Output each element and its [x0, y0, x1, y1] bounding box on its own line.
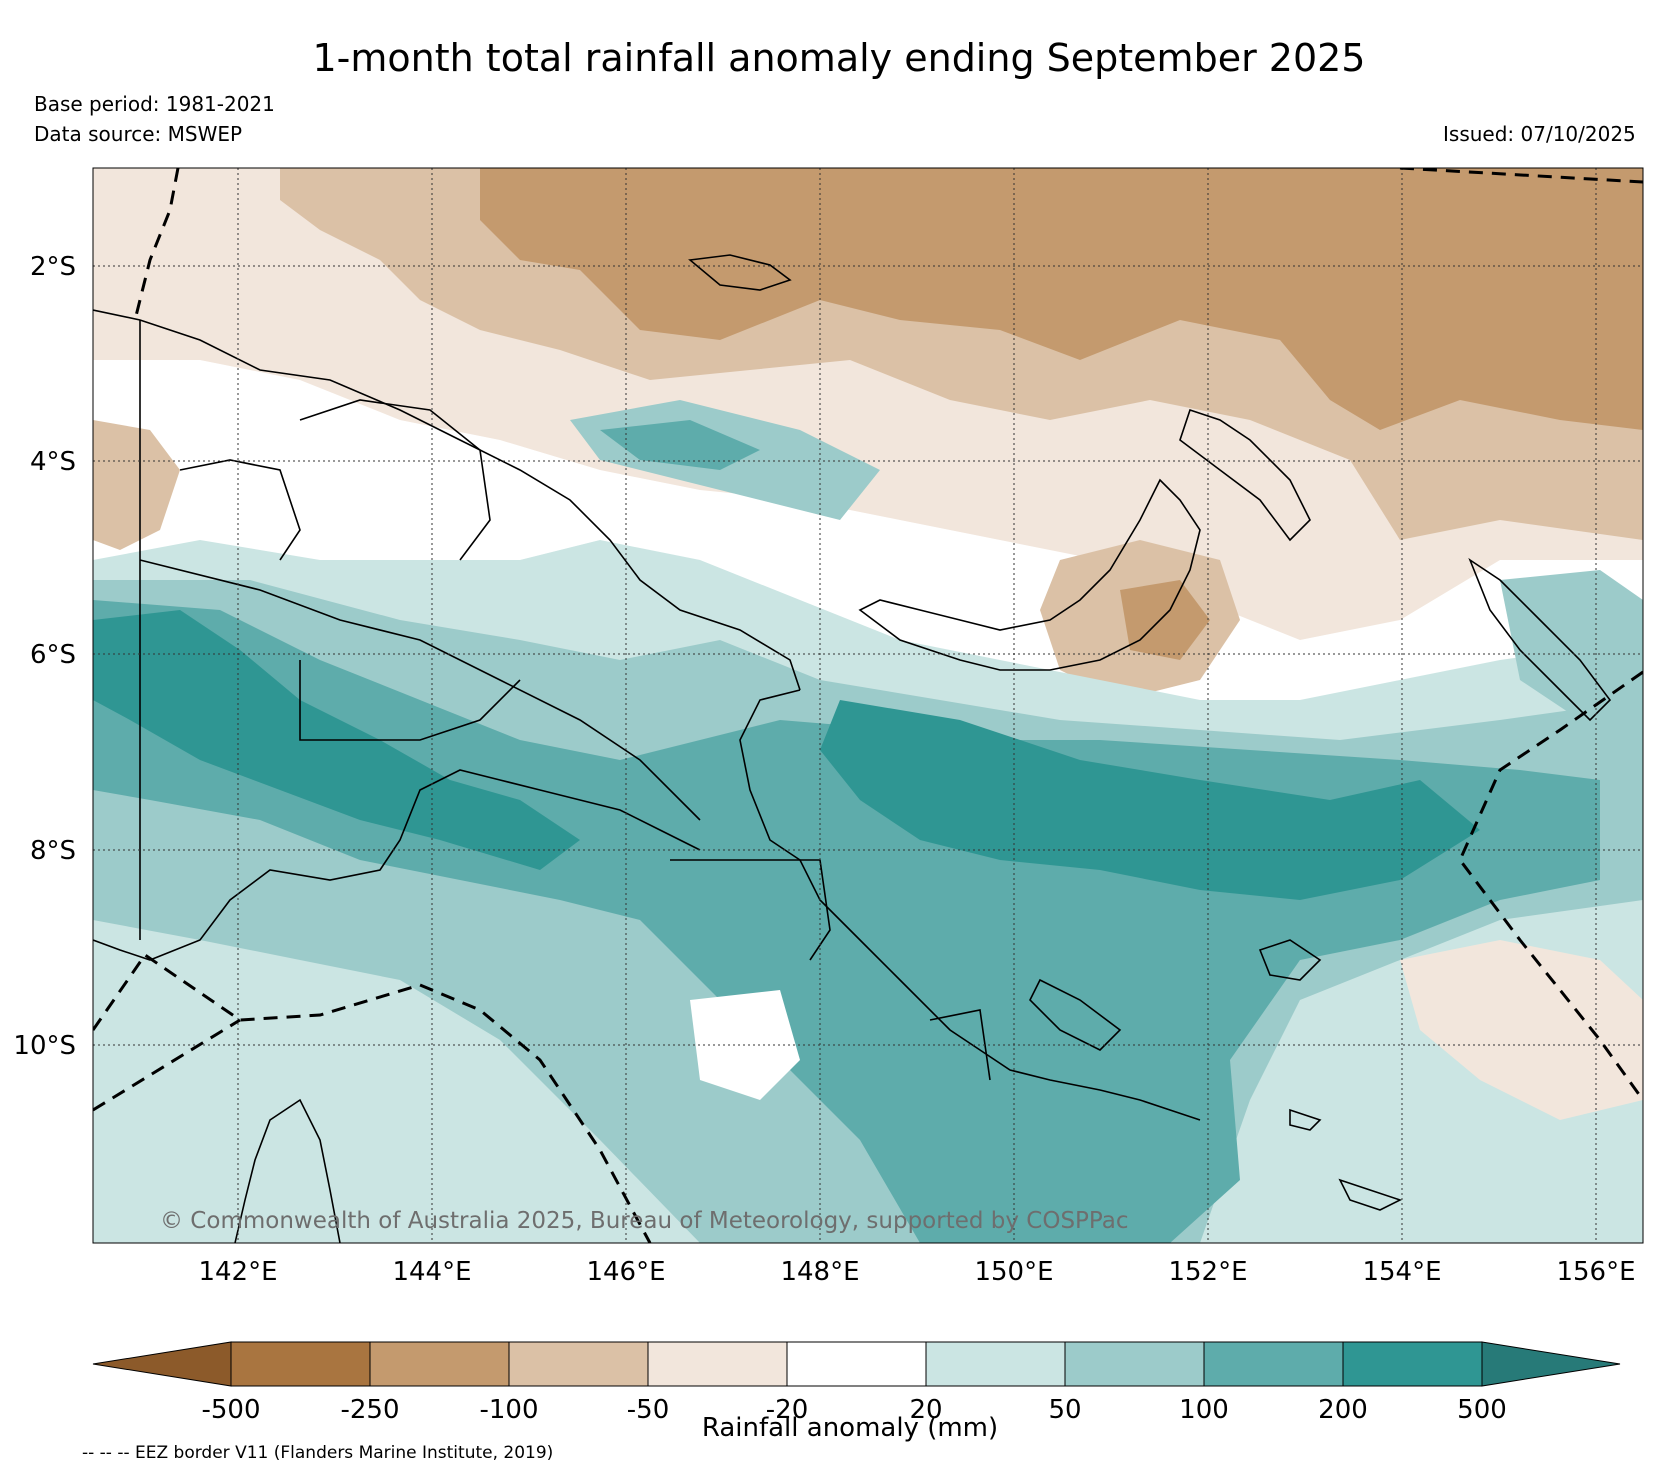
- colorbar-title: Rainfall anomaly (mm): [702, 1413, 998, 1443]
- colorbar-extend-high: [1482, 1342, 1620, 1386]
- lon-label-156e: 156°E: [1556, 1257, 1635, 1287]
- lon-label-154e: 154°E: [1362, 1257, 1441, 1287]
- lon-label-146e: 146°E: [586, 1257, 665, 1287]
- rainfall-anomaly-map: 2°S 4°S 6°S 8°S 10°S 142°E 144°E 146°E 1…: [0, 0, 1678, 1472]
- colorbar-extend-low: [93, 1342, 231, 1386]
- colorbar-segment: [509, 1342, 648, 1386]
- lon-label-152e: 152°E: [1168, 1257, 1247, 1287]
- colorbar-segment: [648, 1342, 787, 1386]
- lat-label-8s: 8°S: [30, 836, 76, 866]
- copyright-notice: © Commonwealth of Australia 2025, Bureau…: [160, 1208, 1129, 1234]
- eez-footnote: -- -- -- EEZ border V11 (Flanders Marine…: [82, 1443, 553, 1463]
- lon-label-148e: 148°E: [780, 1257, 859, 1287]
- colorbar-segment: [787, 1342, 926, 1386]
- lat-label-2s: 2°S: [30, 252, 76, 282]
- colorbar-tick-label: 500: [1457, 1395, 1507, 1425]
- colorbar-tick-label: -100: [479, 1395, 538, 1425]
- lon-label-142e: 142°E: [198, 1257, 277, 1287]
- colorbar-segment: [1204, 1342, 1343, 1386]
- colorbar-tick-label: -50: [627, 1395, 669, 1425]
- colorbar-segment: [370, 1342, 509, 1386]
- lat-label-6s: 6°S: [30, 640, 76, 670]
- colorbar-tick-label: 100: [1179, 1395, 1229, 1425]
- lat-label-10s: 10°S: [13, 1031, 76, 1061]
- lon-label-150e: 150°E: [974, 1257, 1053, 1287]
- colorbar-tick-label: 200: [1318, 1395, 1368, 1425]
- colorbar-segment: [1065, 1342, 1204, 1386]
- lat-label-4s: 4°S: [30, 447, 76, 477]
- colorbar-tick-label: -250: [340, 1395, 399, 1425]
- colorbar-tick-label: 50: [1048, 1395, 1081, 1425]
- colorbar-segment: [1343, 1342, 1482, 1386]
- colorbar-segment: [926, 1342, 1065, 1386]
- colorbar-tick-label: -500: [201, 1395, 260, 1425]
- colorbar-segment: [231, 1342, 370, 1386]
- anomaly-field: [93, 168, 1643, 1243]
- lon-label-144e: 144°E: [392, 1257, 471, 1287]
